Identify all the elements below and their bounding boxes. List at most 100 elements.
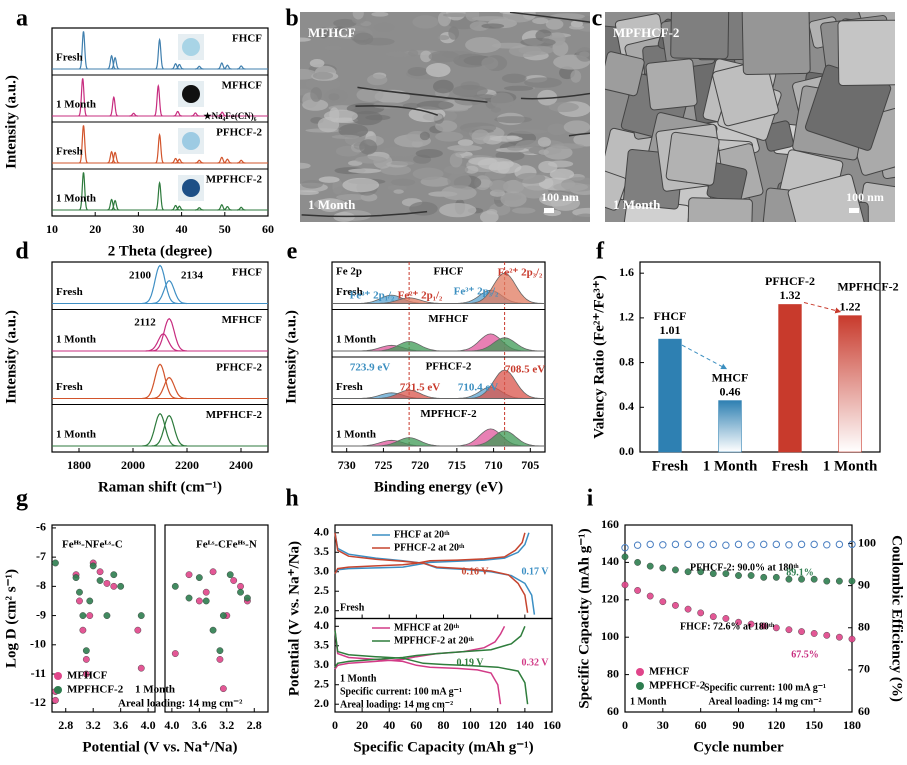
peak [129, 112, 138, 117]
point [195, 574, 203, 581]
plot-frame [164, 524, 269, 713]
series-status: 1 Month [56, 99, 96, 111]
x-tick-label: Fresh [772, 458, 809, 474]
point [785, 541, 793, 549]
grain [300, 162, 311, 169]
grain [442, 13, 469, 18]
x-axis-title: Binding energy (eV) [374, 479, 503, 495]
scale-label: 100 nm [541, 190, 579, 204]
point [760, 540, 768, 549]
x-axis-title: Specific Capacity (mAh g⁻¹) [353, 739, 533, 755]
x-tick-label: 50 [219, 222, 231, 236]
point [621, 544, 629, 552]
grain [318, 27, 330, 39]
grain [425, 63, 451, 78]
value-label: 1.32 [780, 288, 801, 302]
grain [310, 87, 322, 102]
scale-label: 100 nm [846, 190, 884, 204]
y-tick-label: -8 [36, 578, 46, 592]
point [226, 571, 234, 579]
point [110, 582, 118, 590]
peak [110, 56, 120, 70]
point [659, 541, 667, 549]
point [79, 626, 87, 634]
crack [568, 132, 590, 137]
point [216, 656, 224, 663]
series-name: FHCF [434, 266, 464, 278]
y-tick-label: 4.0 [314, 618, 329, 632]
y-tick-label: 0.4 [619, 399, 634, 413]
annotation: 2100 [129, 270, 152, 282]
annotation: Areal loading: 14 mg cm⁻² [340, 699, 453, 710]
series-status: Fresh [56, 286, 83, 298]
point [735, 572, 742, 579]
peak [171, 157, 180, 164]
image-caption: 1 Month [308, 197, 356, 212]
series-name: PFHCF-2 [216, 362, 262, 374]
grain [373, 22, 395, 32]
point [185, 571, 193, 579]
plot-frame [51, 524, 156, 713]
point [209, 568, 217, 576]
legend-marker [636, 668, 644, 676]
inset-sample [182, 85, 200, 103]
grain [356, 87, 384, 102]
grain [435, 131, 464, 142]
y-tick-label: 3.0 [314, 657, 329, 671]
x-tick-label: 2200 [175, 458, 199, 472]
x-tick-label: 2.8 [247, 718, 262, 732]
grain [548, 102, 579, 113]
scale-bar [849, 208, 859, 213]
x-tick-label: 4.0 [164, 718, 179, 732]
grain [465, 36, 502, 53]
x-tick-label: 60 [262, 222, 274, 236]
grain [309, 59, 325, 68]
image-title: MFHCF [308, 25, 356, 40]
grain [420, 50, 432, 63]
x-tick-label: 720 [411, 458, 429, 472]
cube [787, 173, 868, 222]
y-tick-label: 2.5 [314, 583, 329, 597]
x-tick-label: 725 [374, 458, 392, 472]
point [209, 626, 217, 634]
series-status: Fresh [56, 381, 83, 393]
grain [449, 152, 463, 168]
peak [223, 158, 232, 164]
annotation: Fe 2p [336, 266, 362, 278]
point [621, 553, 629, 561]
series-name: FHCF [232, 267, 262, 279]
y-tick-label: 3.5 [314, 638, 329, 652]
grain [576, 47, 590, 62]
bar [838, 315, 862, 453]
scale-bar [544, 208, 554, 213]
point [230, 577, 238, 584]
point [72, 574, 80, 581]
x-axis-title: 2 Theta (degree) [108, 243, 212, 259]
grain [518, 45, 554, 55]
point [216, 647, 224, 655]
annotation: 2112 [134, 317, 156, 329]
x-tick-label: 2400 [229, 458, 253, 472]
y-axis-title: Potential (V vs. Na⁺/Na) [286, 541, 302, 696]
point [96, 577, 104, 584]
y-axis-title: Intensity (a.u.) [3, 75, 19, 169]
point [86, 612, 94, 619]
peak [466, 337, 544, 352]
peak [142, 264, 178, 304]
grain [494, 116, 532, 124]
peak [195, 207, 204, 211]
point [810, 575, 818, 583]
grain [547, 123, 568, 136]
annotation: Fe³⁺ 2p₁/₂ [350, 290, 395, 302]
peak [79, 31, 88, 70]
y-tick-label: 100 [601, 629, 619, 643]
grain [573, 132, 590, 147]
y-tick-label: 1.6 [619, 265, 634, 279]
grain [452, 84, 488, 98]
annotation: 1 Month [135, 684, 175, 696]
point [684, 568, 692, 576]
cube [741, 12, 811, 76]
cube [686, 197, 753, 222]
point [697, 568, 705, 576]
peak [191, 112, 200, 117]
